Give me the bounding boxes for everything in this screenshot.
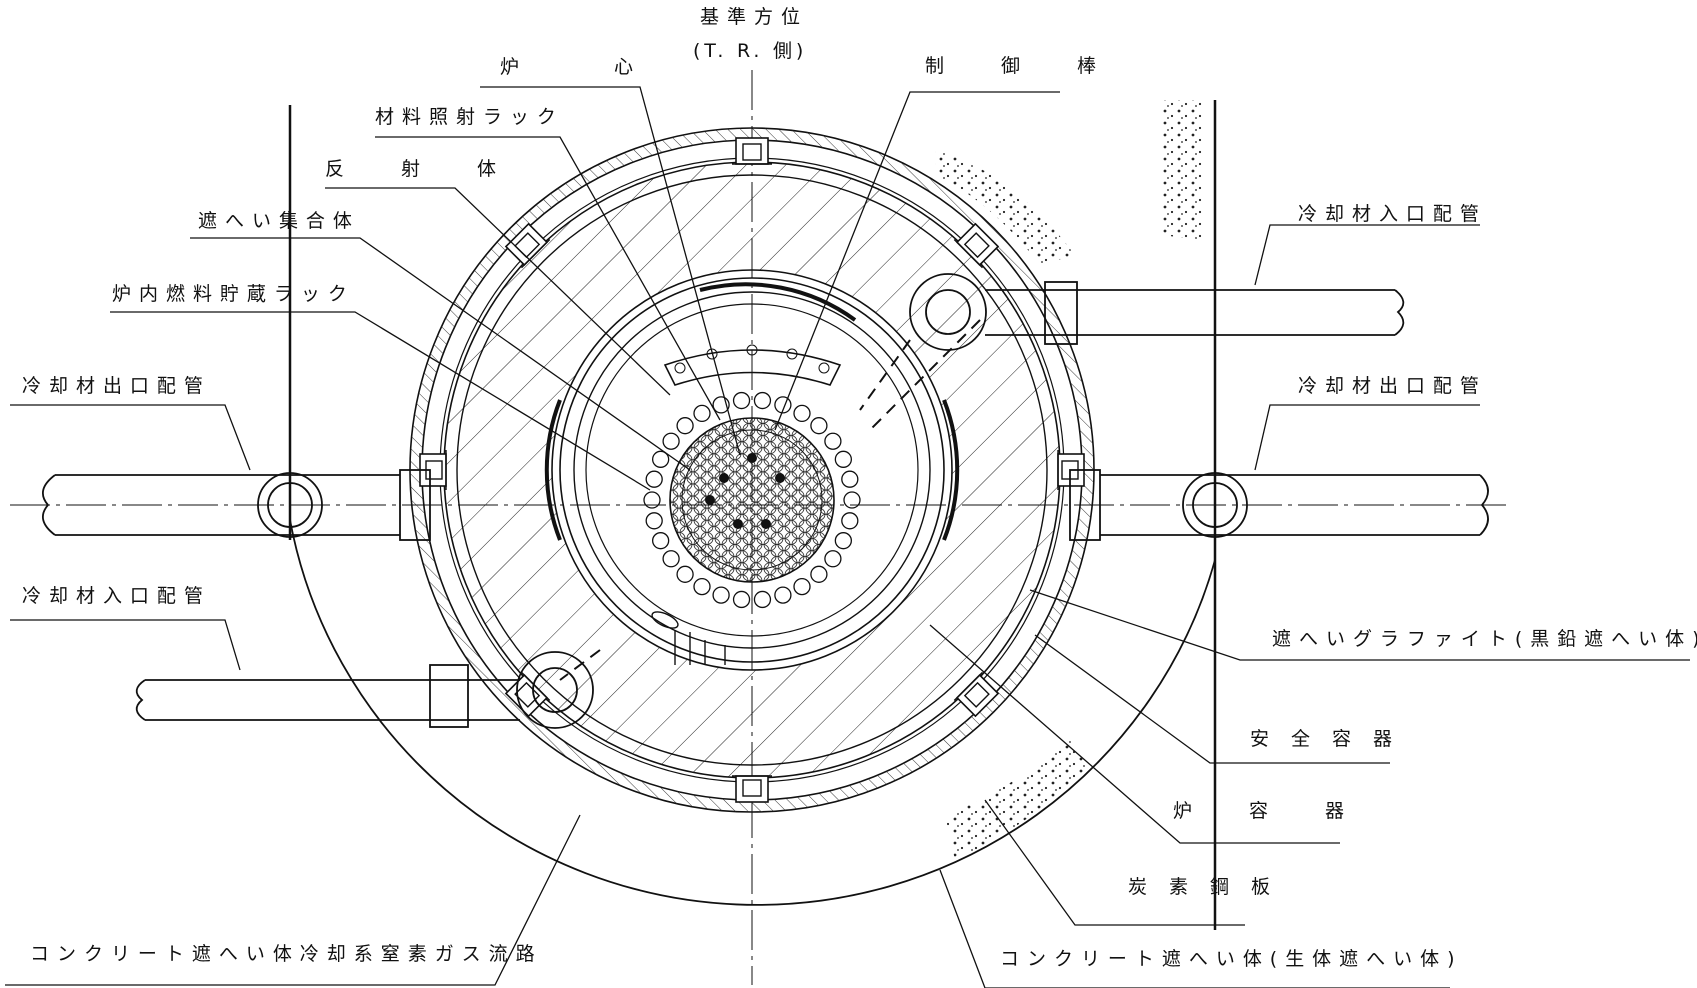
label-coolant-outlet-pipe-left: 冷却材出口配管 [22, 375, 211, 397]
label-reactor-vessel: 炉 容 器 [1173, 800, 1364, 822]
label-concrete-shield-cooling-path: コンクリート遮へい体冷却系窒素ガス流路 [30, 943, 543, 965]
label-carbon-steel-plate: 炭 素 鋼 板 [1128, 876, 1278, 898]
storage-rack-slot [753, 590, 772, 609]
support-bracket [953, 222, 1000, 269]
storage-rack-slot [843, 491, 861, 509]
storage-rack-slot [643, 491, 661, 509]
concrete-texture [935, 100, 1205, 860]
label-shielding-assembly: 遮へい集合体 [198, 210, 360, 232]
storage-rack-slot [824, 550, 842, 568]
storage-rack-slot [834, 532, 853, 550]
storage-rack-slot [732, 391, 751, 410]
storage-rack-slot [774, 586, 792, 604]
concrete-shield-outline [289, 519, 1216, 906]
support-bracket [504, 671, 551, 718]
storage-rack-slot [676, 417, 694, 435]
label-concrete-shield: コンクリート遮へい体(生体遮へい体) [1000, 948, 1463, 970]
material-irradiation-rack [663, 344, 842, 386]
storage-rack-slot [810, 417, 828, 435]
storage-rack-slot [810, 565, 828, 583]
storage-rack-slot [651, 450, 670, 468]
storage-rack-slot [841, 512, 859, 530]
label-shielding-graphite: 遮へいグラファイト(黒鉛遮へい体) [1272, 628, 1697, 650]
support-bracket [732, 137, 772, 165]
coolant-outlet-pipe-left [41, 469, 431, 541]
coolant-outlet-pipe-right [1069, 469, 1489, 541]
storage-rack-slot [645, 470, 663, 488]
storage-rack-slot [753, 391, 772, 410]
storage-rack-slot [732, 590, 751, 609]
storage-rack-slot [712, 586, 730, 604]
support-brackets [419, 137, 1085, 803]
in-vessel-fuel-storage-rack [643, 391, 861, 609]
storage-rack-slot [834, 450, 853, 468]
center-lines [10, 70, 1510, 985]
label-material-irradiation-rack: 材料照射ラック [375, 106, 564, 128]
label-reference-azimuth-sub: (T. R. 側) [693, 40, 808, 62]
storage-rack-slot [645, 512, 663, 530]
storage-rack-slot [793, 404, 811, 423]
label-coolant-inlet-pipe-right: 冷却材入口配管 [1298, 203, 1487, 225]
label-reflector: 反 射 体 [325, 158, 516, 180]
label-in-vessel-fuel-storage-rack: 炉内燃料貯蔵ラック [112, 283, 355, 305]
storage-rack-slot [662, 550, 680, 568]
label-coolant-outlet-pipe-right: 冷却材出口配管 [1298, 375, 1487, 397]
storage-rack-slot [824, 432, 842, 450]
leader-lines [5, 86, 1690, 988]
label-core: 炉 心 [500, 56, 672, 78]
label-reference-azimuth: 基準方位 [700, 6, 808, 28]
label-safety-vessel: 安 全 容 器 [1250, 728, 1400, 750]
control-rods [705, 453, 785, 529]
storage-rack-slot [651, 532, 670, 550]
storage-rack-slot [793, 577, 811, 596]
storage-rack-slot [676, 565, 694, 583]
nitrogen-gas-path-dashed [559, 319, 981, 681]
storage-rack-slot [693, 577, 711, 596]
shielding-assembly [651, 611, 726, 665]
support-bracket [953, 671, 1000, 718]
storage-rack-slot [693, 404, 711, 423]
label-coolant-inlet-pipe-left: 冷却材入口配管 [22, 585, 211, 607]
support-bracket [732, 775, 772, 803]
coolant-inlet-pipe-left [135, 651, 594, 729]
coolant-inlet-pipe-right [909, 273, 1405, 351]
label-control-rod: 制 御 棒 [925, 55, 1116, 77]
storage-rack-slot [841, 470, 859, 488]
storage-rack-slot [662, 432, 680, 450]
